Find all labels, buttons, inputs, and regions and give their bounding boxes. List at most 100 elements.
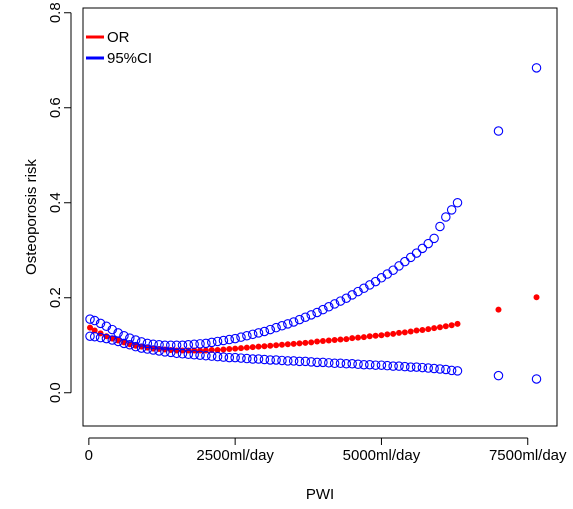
or-point [431, 325, 438, 332]
or-point [343, 336, 350, 343]
ci-lower-point [353, 359, 363, 369]
y-tick-label: 0.2 [47, 287, 64, 308]
ci-lower-point [306, 357, 316, 367]
ci-upper-point [130, 335, 141, 345]
or-point [337, 336, 344, 343]
ci-lower-point [493, 370, 504, 381]
ci-lower-point [189, 349, 199, 360]
ci-points [85, 63, 542, 384]
y-tick-label: 0.8 [47, 2, 64, 23]
or-point [220, 346, 227, 353]
ci-upper-point [382, 269, 393, 279]
ci-upper-point [247, 329, 258, 340]
or-point [238, 345, 244, 352]
or-point [390, 330, 397, 337]
ci-lower-point [148, 345, 158, 355]
x-tick-label: 0 [85, 447, 93, 464]
or-point [197, 347, 204, 354]
ci-lower-point [341, 359, 352, 369]
ci-upper-point [452, 198, 463, 208]
y-axis-title: Osteoporosis risk [23, 159, 40, 275]
ci-lower-point [347, 359, 357, 369]
ci-upper-point [236, 332, 246, 342]
ci-lower-point [405, 362, 416, 372]
ci-lower-point [136, 343, 147, 353]
ci-lower-point [300, 356, 311, 367]
ci-upper-point [359, 283, 369, 293]
ci-lower-point [125, 340, 135, 350]
or-point [208, 347, 215, 353]
ci-upper-point [335, 296, 346, 306]
ci-lower-point [259, 354, 270, 365]
ci-lower-point [359, 359, 369, 370]
or-point [372, 332, 379, 339]
or-point [448, 322, 455, 329]
ci-upper-point [136, 337, 147, 347]
or-point [401, 329, 408, 336]
ci-lower-point [312, 357, 322, 368]
ci-lower-point [423, 363, 434, 373]
or-point [413, 327, 420, 334]
plot-box [82, 7, 558, 427]
ci-lower-point [212, 351, 223, 362]
ci-upper-point [417, 243, 428, 254]
or-point [454, 320, 461, 327]
or-point [296, 340, 303, 347]
ci-lower-point [183, 349, 194, 360]
ci-lower-point [177, 349, 188, 359]
or-point [255, 343, 262, 350]
ci-upper-point [230, 333, 240, 344]
ci-upper-point [400, 256, 410, 267]
ci-upper-point [405, 252, 416, 263]
or-point [325, 337, 332, 344]
ci-lower-point [417, 362, 428, 373]
ci-upper-point [288, 317, 299, 327]
or-point [384, 331, 391, 338]
ci-lower-point [89, 331, 100, 342]
or-point [419, 327, 426, 334]
or-point [284, 341, 291, 348]
ci-upper-point [353, 286, 363, 297]
ci-lower-point [95, 332, 106, 343]
or-point [243, 344, 250, 351]
ci-upper-point [300, 312, 311, 322]
ci-upper-point [312, 307, 322, 318]
ci-upper-point [394, 261, 404, 271]
or-point [91, 327, 98, 334]
ci-upper-point [101, 321, 112, 331]
or-point [226, 346, 233, 353]
ci-lower-point [101, 333, 112, 344]
ci-upper-point [429, 233, 439, 244]
ci-lower-point [201, 350, 211, 361]
ci-upper-point [95, 318, 106, 329]
ci-upper-point [423, 238, 434, 249]
ci-lower-point [253, 354, 264, 364]
y-axis: 0.0 0.2 0.4 0.6 0.8 [47, 2, 72, 403]
ci-upper-point [224, 334, 235, 345]
x-tick-label: 5000ml/day [343, 447, 421, 464]
ci-lower-point [107, 335, 118, 345]
ci-upper-point [493, 126, 504, 136]
ci-upper-point [341, 293, 352, 303]
or-point [319, 337, 326, 344]
ci-lower-point [113, 336, 123, 347]
or-point [407, 328, 414, 335]
ci-lower-point [142, 344, 153, 354]
ci-lower-point [218, 352, 229, 362]
ci-lower-point [236, 353, 246, 363]
ci-lower-point [335, 358, 346, 369]
legend: OR 95%CI [86, 29, 152, 67]
or-point [331, 337, 338, 344]
or-point [214, 347, 221, 353]
or-point [396, 329, 402, 336]
or-point [273, 342, 280, 349]
x-axis-title: PWI [306, 486, 334, 503]
or-point [378, 332, 385, 339]
ci-lower-point [429, 363, 439, 374]
ci-upper-point [253, 328, 264, 338]
ci-upper-point [411, 248, 422, 258]
ci-lower-point [318, 357, 328, 368]
ci-lower-point [441, 364, 451, 375]
ci-upper-point [85, 314, 95, 324]
